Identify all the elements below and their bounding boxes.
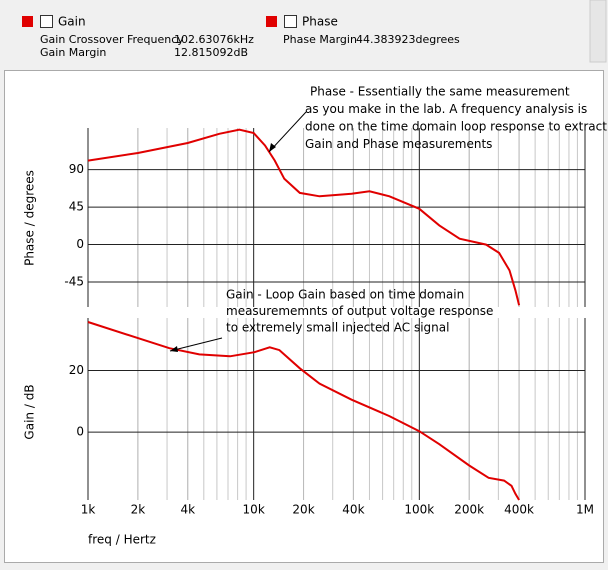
scrollbar[interactable] — [589, 0, 607, 63]
x-tick-label: 2k — [131, 503, 146, 517]
measure-label: Gain Crossover Frequency — [40, 33, 184, 46]
annotation-arrow — [268, 111, 307, 153]
y-axis-label: Gain / dB — [23, 384, 37, 439]
annotation: Gain - Loop Gain based on time domain — [226, 288, 464, 302]
annotation-arrow — [169, 337, 223, 352]
measure-value: 102.63076kHz — [174, 33, 254, 46]
x-axis-label: freq / Hertz — [88, 533, 156, 547]
x-tick-label: 1M — [576, 503, 594, 517]
x-tick-label: 40k — [342, 503, 364, 517]
x-tick-label: 4k — [180, 503, 195, 517]
annotation: Gain and Phase measurements — [305, 137, 492, 151]
arrow-head — [170, 346, 178, 352]
y-tick-label: -45 — [64, 275, 84, 289]
checkbox[interactable] — [40, 15, 53, 28]
checkbox[interactable] — [284, 15, 297, 28]
measure-value: 44.383923degrees — [356, 33, 460, 46]
legend-label: Phase — [302, 15, 338, 29]
measure-value: 12.815092dB — [174, 46, 248, 59]
x-tick-label: 10k — [243, 503, 265, 517]
y-tick-label: 0 — [76, 237, 84, 251]
x-tick-label: 200k — [454, 503, 484, 517]
legend-swatch — [22, 16, 33, 27]
y-tick-label: 20 — [69, 363, 84, 377]
x-tick-label: 20k — [292, 503, 314, 517]
y-tick-label: 0 — [76, 425, 84, 439]
line-series — [87, 128, 521, 306]
x-tick-label: 1k — [81, 503, 96, 517]
measure-label: Phase Margin — [283, 33, 357, 46]
arrow-head — [269, 143, 276, 152]
annotation: Phase - Essentially the same measurement — [310, 85, 570, 99]
annotation: done on the time domain loop response to… — [305, 120, 607, 134]
x-tick-label: 400k — [504, 503, 534, 517]
annotation: measurememnts of output voltage response — [226, 304, 493, 318]
y-tick-label: 45 — [69, 200, 84, 214]
legend-swatch — [266, 16, 277, 27]
annotation: to extremely small injected AC signal — [226, 321, 449, 335]
y-axis-label: Phase / degrees — [23, 170, 37, 266]
line-series — [87, 321, 520, 501]
annotation: as you make in the lab. A frequency anal… — [305, 102, 587, 116]
y-tick-label: 90 — [69, 162, 84, 176]
measure-label: Gain Margin — [40, 46, 106, 59]
x-tick-label: 100k — [404, 503, 434, 517]
plot: -45 0 45 90 Phase / degrees 1k 2k 4k 10k 20k 40k 10… — [23, 85, 608, 547]
legend-label: Gain — [58, 15, 86, 29]
header-bg — [0, 0, 608, 62]
